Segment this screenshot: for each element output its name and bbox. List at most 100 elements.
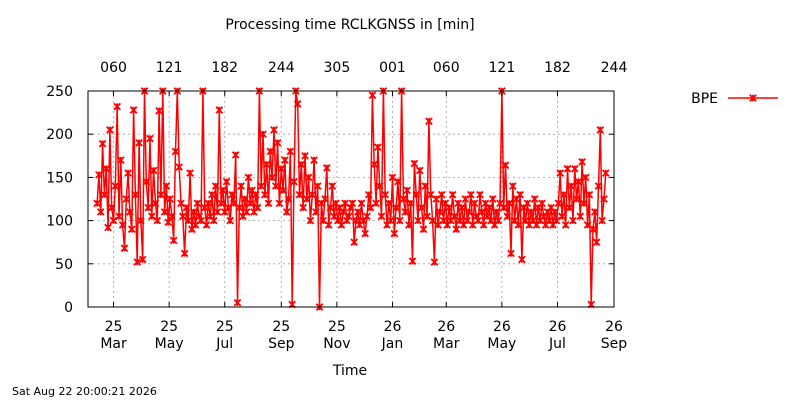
data-point-bpe: [394, 177, 402, 186]
y-tick-label: 0: [64, 300, 73, 316]
data-point-bpe: [538, 199, 546, 208]
data-point-bpe: [244, 173, 253, 182]
data-point-bpe: [370, 160, 379, 169]
data-point-bpe: [350, 238, 359, 247]
data-point-bpe: [321, 195, 329, 203]
data-point-bpe: [149, 166, 158, 175]
data-point-bpe: [293, 100, 302, 108]
data-point-bpe: [171, 147, 180, 156]
legend-marker-cross: [749, 94, 757, 102]
data-point-bpe: [180, 249, 189, 258]
data-point-bpe: [523, 199, 532, 208]
data-point-bpe: [354, 208, 362, 216]
data-point-bpe: [550, 208, 559, 216]
data-point-bpe: [348, 199, 357, 208]
data-point-bpe: [476, 190, 484, 199]
data-point-bpe: [390, 229, 399, 238]
data-point-bpe: [485, 203, 493, 212]
data-point-bpe: [403, 186, 411, 195]
data-point-bpe: [598, 216, 606, 225]
x-top-tick-label: 182: [544, 60, 571, 76]
data-point-bpe: [155, 107, 163, 115]
data-point-bpe: [457, 203, 466, 212]
data-point-bpe: [268, 173, 276, 182]
data-point-bpe: [284, 195, 293, 203]
data-point-bpe: [585, 190, 594, 199]
data-point-bpe: [135, 139, 143, 147]
x-top-tick-label: 060: [433, 60, 460, 76]
data-point-bpe: [374, 143, 382, 151]
data-point-bpe: [494, 216, 503, 225]
data-point-bpe: [271, 182, 280, 190]
data-point-bpe: [399, 195, 408, 203]
data-point-bpe: [601, 169, 610, 177]
data-point-bpe: [530, 195, 539, 203]
x-axis-label: Time: [332, 363, 367, 379]
data-point-bpe: [410, 159, 419, 168]
data-point-bpe: [507, 249, 515, 258]
data-point-bpe: [565, 203, 574, 212]
data-point-bpe: [592, 238, 601, 247]
x-top-tick-label: 060: [100, 60, 127, 76]
x-tick-label-month: Jul: [548, 336, 566, 352]
data-point-bpe: [261, 190, 269, 199]
data-point-bpe: [286, 147, 295, 156]
y-tick-label: 200: [46, 127, 73, 143]
data-point-bpe: [556, 169, 565, 177]
data-point-bpe: [219, 186, 227, 195]
data-point-bpe: [235, 203, 244, 212]
data-point-bpe: [406, 199, 415, 208]
x-tick-label-day: 25: [328, 319, 346, 335]
data-point-bpe: [430, 258, 439, 266]
data-point-bpe: [591, 208, 599, 216]
data-point-bpe: [505, 199, 514, 208]
y-axis: 0 50 100 150 200 250: [46, 84, 614, 316]
data-point-bpe: [228, 190, 236, 199]
data-point-bpe: [445, 203, 453, 212]
x-tick-label-day: 26: [437, 319, 455, 335]
data-point-bpe: [561, 221, 570, 229]
legend-label-bpe: BPE: [691, 91, 718, 107]
data-point-bpe: [264, 199, 273, 208]
data-point-bpe: [368, 91, 377, 100]
data-point-bpe: [448, 190, 457, 199]
y-tick-label: 100: [46, 214, 73, 230]
data-point-bpe: [381, 190, 390, 199]
data-point-bpe: [182, 203, 191, 212]
data-point-bpe: [436, 208, 444, 216]
data-point-bpe: [126, 208, 134, 216]
data-point-bpe: [408, 257, 417, 266]
data-point-bpe: [361, 229, 369, 238]
data-point-bpe: [168, 212, 176, 221]
plot-frame: [87, 90, 615, 308]
data-point-bpe: [323, 164, 331, 172]
x-tick-label-day: 26: [493, 319, 511, 335]
y-tick-label: 250: [46, 84, 73, 100]
legend-marker-bpe: [749, 94, 757, 102]
data-point-bpe: [153, 216, 162, 225]
data-point-bpe: [184, 216, 193, 225]
data-point-bpe: [246, 199, 255, 208]
data-point-bpe: [386, 216, 395, 225]
data-point-bpe: [574, 177, 583, 186]
y-tick-label: 150: [46, 170, 73, 186]
data-point-bpe: [578, 158, 586, 166]
data-point-bpe: [308, 190, 317, 199]
data-point-bpe: [417, 203, 426, 212]
data-point-bpe: [563, 164, 572, 173]
data-point-bpe: [104, 223, 112, 232]
data-point-bpe: [492, 208, 501, 216]
data-point-bpe: [259, 130, 267, 139]
x-top-tick-label: 244: [268, 60, 295, 76]
data-point-bpe: [157, 190, 165, 199]
data-point-bpe: [488, 195, 497, 203]
data-point-bpe: [306, 216, 315, 225]
x-top-tick-label: 244: [601, 60, 628, 76]
data-point-bpe: [211, 182, 220, 190]
x-axis-bottom: 25Mar25May25Jul25Sep25Nov26Jan26Mar26May…: [100, 302, 627, 352]
data-point-bpe: [372, 199, 380, 208]
x-tick-label-month: May: [487, 336, 516, 352]
x-tick-label-day: 25: [216, 319, 234, 335]
data-point-bpe: [222, 177, 231, 186]
